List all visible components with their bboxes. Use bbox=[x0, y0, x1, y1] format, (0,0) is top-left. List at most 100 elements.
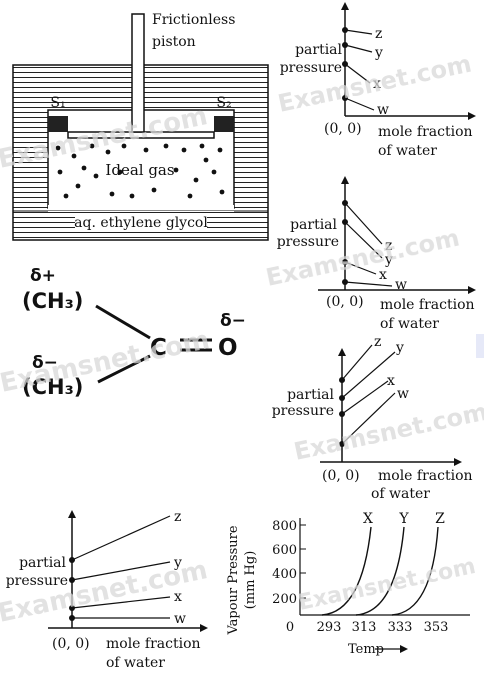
line-label-x: x bbox=[387, 373, 395, 389]
x-axis-label-line1: mole fraction bbox=[380, 297, 475, 313]
gas-molecule-dot bbox=[143, 147, 149, 153]
curve-x bbox=[321, 526, 372, 616]
line-label-w: w bbox=[397, 386, 409, 402]
gas-molecule-dot bbox=[93, 173, 99, 179]
curve-label-x: X bbox=[363, 511, 373, 527]
gas-molecule-dot bbox=[199, 143, 205, 149]
x-axis-label-line1: mole fraction bbox=[106, 636, 201, 652]
origin-label: (0, 0) bbox=[324, 121, 362, 137]
gas-molecule-dot bbox=[151, 187, 157, 193]
bond-top bbox=[95, 304, 151, 340]
origin-label: (0, 0) bbox=[52, 636, 90, 652]
gas-molecule-dot bbox=[75, 183, 81, 189]
bond-bottom bbox=[97, 354, 151, 384]
x-axis-label-line1: mole fraction bbox=[378, 468, 473, 484]
gas-molecule-dot bbox=[63, 193, 69, 199]
line-label-y: y bbox=[384, 252, 393, 268]
x-axis-label-line1: mole fraction bbox=[378, 124, 473, 140]
x-axis-label-line2: of water bbox=[371, 486, 430, 502]
gas-molecule-dot bbox=[117, 169, 123, 175]
line-x bbox=[344, 261, 377, 275]
side-accent-strip bbox=[476, 334, 484, 358]
y-axis-label-line2: pressure bbox=[280, 60, 342, 76]
line-y bbox=[344, 44, 373, 53]
line-z bbox=[344, 29, 373, 35]
line-y bbox=[71, 561, 171, 581]
line-label-x: x bbox=[373, 76, 381, 92]
line-w bbox=[341, 392, 396, 445]
line-label-y: y bbox=[173, 555, 182, 571]
y-axis-label-line1: partial bbox=[290, 217, 337, 233]
line-label-x: x bbox=[379, 267, 387, 283]
y-tick-200: 200 bbox=[272, 592, 297, 607]
partial-pressure-graph-1: z y x w partial pressure (0, 0) mole fra… bbox=[280, 2, 476, 159]
gas-molecule-dot bbox=[89, 143, 95, 149]
gas-molecule-dot bbox=[57, 169, 63, 175]
line-label-y: y bbox=[395, 340, 404, 356]
y-axis-label-line1: partial bbox=[295, 42, 342, 58]
gas-molecule-dot bbox=[203, 157, 209, 163]
line-label-w: w bbox=[377, 102, 389, 118]
curve-z bbox=[391, 526, 439, 616]
piston-apparatus: aq. ethylene glycol S₁ S₂ Frictionless p… bbox=[12, 12, 269, 241]
stopper-s1 bbox=[48, 116, 68, 132]
y-axis-label-line1: partial bbox=[287, 387, 334, 403]
line-label-w: w bbox=[395, 277, 407, 293]
x-axis-label-line2: of water bbox=[380, 316, 439, 332]
y-axis-title: Vapour Pressure bbox=[226, 525, 241, 635]
gas-molecule-dot bbox=[109, 191, 115, 197]
line-z bbox=[341, 344, 373, 381]
x-axis-label-line2: of water bbox=[378, 143, 437, 159]
gas-molecule-dot bbox=[219, 189, 225, 195]
gas-molecule-dot bbox=[81, 165, 87, 171]
stopper-s2 bbox=[214, 116, 234, 132]
curve-label-z: Z bbox=[435, 511, 445, 527]
x-tick-353: 353 bbox=[424, 620, 449, 635]
gas-molecule-dot bbox=[217, 147, 223, 153]
acetone-dipole-structure: δ+ (CH₃) δ− (CH₃) C O δ− bbox=[22, 266, 246, 399]
gas-molecule-dot bbox=[55, 145, 61, 151]
line-label-w: w bbox=[174, 611, 186, 627]
gas-molecule-dot bbox=[105, 149, 111, 155]
y-tick-400: 400 bbox=[272, 567, 297, 582]
line-w bbox=[344, 281, 393, 287]
curve-y bbox=[355, 526, 405, 616]
x-axis-label-line2: of water bbox=[106, 655, 165, 671]
line-label-z: z bbox=[385, 238, 392, 254]
piston-label-line1: Frictionless bbox=[152, 12, 235, 28]
line-y bbox=[344, 221, 383, 259]
line-label-z: z bbox=[174, 509, 181, 525]
delta-minus-oxygen: δ− bbox=[220, 311, 246, 331]
origin-label: (0, 0) bbox=[322, 468, 360, 484]
gas-molecule-dot bbox=[129, 193, 135, 199]
line-x bbox=[71, 596, 171, 609]
y-axis-label-line2: pressure bbox=[272, 403, 334, 419]
partial-pressure-graph-3: z y x w partial pressure (0, 0) mole fra… bbox=[272, 334, 473, 502]
carbon-atom: C bbox=[150, 335, 167, 361]
stopper-s1-label: S₁ bbox=[50, 95, 65, 111]
gas-molecule-dot bbox=[181, 147, 187, 153]
delta-minus-bottom: δ− bbox=[32, 353, 58, 373]
curve-label-y: Y bbox=[398, 511, 409, 527]
methyl-group-top: (CH₃) bbox=[22, 289, 83, 313]
line-x bbox=[341, 380, 389, 415]
gas-label: Ideal gas bbox=[105, 161, 174, 179]
gas-molecule-dot bbox=[193, 177, 199, 183]
gas-molecule-dot bbox=[173, 167, 179, 173]
vapour-pressure-chart: 800 600 400 200 0 293 313 333 353 Vapour… bbox=[226, 511, 470, 657]
y-tick-800: 800 bbox=[272, 519, 297, 534]
gas-molecule-dot bbox=[121, 143, 127, 149]
line-w bbox=[344, 97, 375, 111]
gas-molecules bbox=[55, 143, 225, 199]
line-label-y: y bbox=[374, 45, 383, 61]
gas-molecule-dot bbox=[71, 153, 77, 159]
stopper-s2-label: S₂ bbox=[216, 95, 231, 111]
y-axis-label-line1: partial bbox=[19, 555, 66, 571]
y-axis-label-line2: pressure bbox=[6, 573, 68, 589]
x-tick-293: 293 bbox=[317, 620, 342, 635]
x-tick-313: 313 bbox=[352, 620, 377, 635]
line-x bbox=[344, 63, 371, 84]
gas-molecule-dot bbox=[211, 169, 217, 175]
liquid-label: aq. ethylene glycol bbox=[74, 215, 208, 231]
